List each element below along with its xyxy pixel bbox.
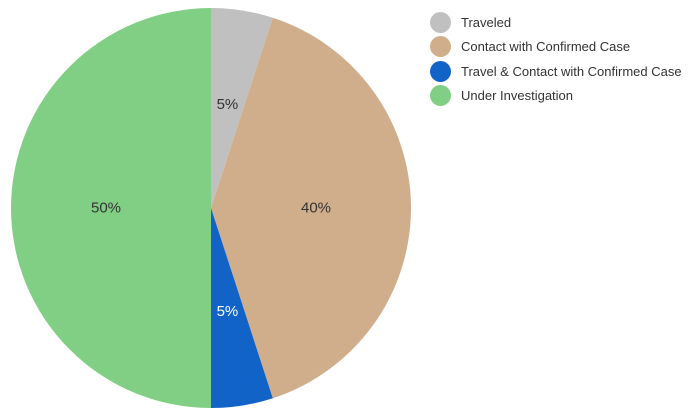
legend-swatch-icon: [430, 85, 451, 107]
pie-slice-contact-with-confirmed-case: [211, 17, 411, 399]
legend-label: Contact with Confirmed Case: [461, 39, 631, 55]
chart-legend: Traveled Contact with Confirmed Case Trave…: [430, 10, 682, 108]
legend-label: Under Investigation: [461, 88, 574, 104]
legend-item-contact-with-confirmed-case: Contact with Confirmed Case: [430, 35, 682, 60]
legend-swatch-icon: [430, 36, 451, 58]
pie-slice-traveled: [211, 8, 273, 208]
legend-item-travel-and-contact-with-confirmed-case: Travel & Contact with Confirmed Case: [430, 59, 682, 84]
legend-label: Travel & Contact with Confirmed Case: [461, 63, 682, 79]
legend-item-under-investigation: Under Investigation: [430, 84, 682, 109]
pie-slice-label-travel-and-contact-with-confirmed-case: 5%: [217, 303, 239, 320]
pie-slice-label-contact-with-confirmed-case: 40%: [301, 200, 331, 217]
pie-slice-label-under-investigation: 50%: [91, 200, 121, 217]
pie-slice-under-investigation: [11, 8, 211, 408]
pie-slice-labels: 5% 40% 5% 50%: [91, 96, 331, 320]
pie-slice-label-traveled: 5%: [217, 96, 239, 113]
pie-slice-travel-and-contact-with-confirmed-case: [211, 208, 273, 408]
legend-item-traveled: Traveled: [430, 10, 682, 35]
legend-swatch-icon: [430, 11, 451, 33]
pie-slices: [11, 8, 411, 408]
legend-label: Traveled: [461, 14, 512, 30]
legend-swatch-icon: [430, 60, 451, 82]
